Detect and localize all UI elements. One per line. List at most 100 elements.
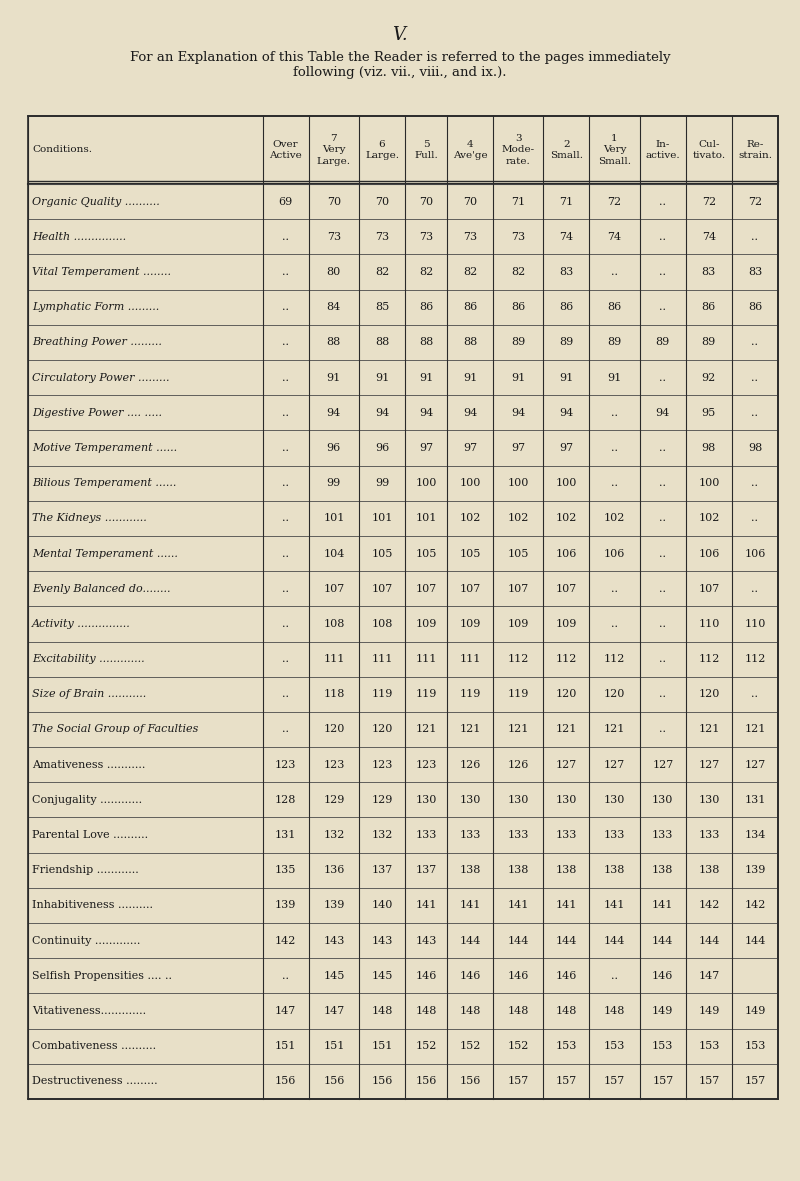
Text: Bilious Temperament ......: Bilious Temperament ...... [32, 478, 176, 488]
Text: 102: 102 [604, 514, 626, 523]
Text: Vital Temperament ........: Vital Temperament ........ [32, 267, 171, 278]
Text: ..: .. [282, 302, 289, 312]
Text: 72: 72 [748, 196, 762, 207]
Text: 146: 146 [556, 971, 577, 981]
Text: 157: 157 [698, 1076, 719, 1087]
Text: 109: 109 [459, 619, 481, 629]
Text: 149: 149 [652, 1006, 674, 1016]
Text: 99: 99 [326, 478, 341, 488]
Text: 94: 94 [375, 407, 389, 418]
Text: 152: 152 [415, 1042, 437, 1051]
Text: Continuity .............: Continuity ............. [32, 935, 140, 946]
Text: 4
Ave'ge: 4 Ave'ge [453, 141, 487, 161]
Text: 130: 130 [507, 795, 529, 805]
Text: ..: .. [282, 548, 289, 559]
Bar [28, 116, 778, 1100]
Text: 153: 153 [744, 1042, 766, 1051]
Text: 152: 152 [459, 1042, 481, 1051]
Text: 136: 136 [323, 866, 345, 875]
Text: 134: 134 [744, 830, 766, 840]
Text: 112: 112 [507, 654, 529, 664]
Text: ..: .. [659, 231, 666, 242]
Text: Mental Temperament ......: Mental Temperament ...... [32, 548, 178, 559]
Text: ..: .. [282, 619, 289, 629]
Text: 86: 86 [748, 302, 762, 312]
Text: 89: 89 [656, 338, 670, 347]
Text: 100: 100 [415, 478, 437, 488]
Text: 5
Full.: 5 Full. [414, 141, 438, 161]
Text: 130: 130 [556, 795, 577, 805]
Text: 133: 133 [652, 830, 674, 840]
Text: 84: 84 [326, 302, 341, 312]
Text: 139: 139 [275, 900, 296, 911]
Text: Inhabitiveness ..........: Inhabitiveness .......... [32, 900, 153, 911]
Text: 142: 142 [744, 900, 766, 911]
Text: 157: 157 [744, 1076, 766, 1087]
Text: ..: .. [751, 690, 758, 699]
Text: 86: 86 [419, 302, 433, 312]
Text: 86: 86 [702, 302, 716, 312]
Text: 133: 133 [459, 830, 481, 840]
Text: 100: 100 [556, 478, 577, 488]
Text: 144: 144 [507, 935, 529, 946]
Text: 112: 112 [744, 654, 766, 664]
Text: 74: 74 [702, 231, 716, 242]
Text: 82: 82 [375, 267, 389, 278]
Text: 107: 107 [459, 583, 481, 594]
Text: 139: 139 [744, 866, 766, 875]
Text: 88: 88 [463, 338, 477, 347]
Text: 86: 86 [463, 302, 477, 312]
Text: 126: 126 [459, 759, 481, 770]
Text: 148: 148 [604, 1006, 626, 1016]
Text: 89: 89 [511, 338, 526, 347]
Text: 151: 151 [323, 1042, 345, 1051]
Text: 130: 130 [459, 795, 481, 805]
Text: 143: 143 [371, 935, 393, 946]
Text: 97: 97 [511, 443, 526, 454]
Text: 102: 102 [459, 514, 481, 523]
Text: 89: 89 [702, 338, 716, 347]
Text: ..: .. [659, 302, 666, 312]
Text: ..: .. [611, 583, 618, 594]
Text: ..: .. [611, 443, 618, 454]
Text: 109: 109 [415, 619, 437, 629]
Text: 119: 119 [507, 690, 529, 699]
Text: 91: 91 [326, 372, 341, 383]
Text: ..: .. [751, 583, 758, 594]
Text: ..: .. [659, 690, 666, 699]
Text: 156: 156 [415, 1076, 437, 1087]
Text: 108: 108 [371, 619, 393, 629]
Text: 110: 110 [744, 619, 766, 629]
Text: 138: 138 [459, 866, 481, 875]
Text: 83: 83 [748, 267, 762, 278]
Text: 108: 108 [323, 619, 345, 629]
Text: 121: 121 [507, 724, 529, 735]
Text: 100: 100 [459, 478, 481, 488]
Text: 89: 89 [607, 338, 622, 347]
Text: ..: .. [611, 478, 618, 488]
Text: 82: 82 [511, 267, 526, 278]
Text: 147: 147 [275, 1006, 296, 1016]
Text: 91: 91 [559, 372, 574, 383]
Text: 96: 96 [326, 443, 341, 454]
Text: 88: 88 [326, 338, 341, 347]
Text: 121: 121 [698, 724, 719, 735]
Text: 91: 91 [463, 372, 477, 383]
Text: 153: 153 [556, 1042, 577, 1051]
Text: 141: 141 [459, 900, 481, 911]
Text: 88: 88 [375, 338, 389, 347]
Text: 149: 149 [744, 1006, 766, 1016]
Text: 70: 70 [419, 196, 433, 207]
Text: 147: 147 [698, 971, 719, 981]
Text: 133: 133 [415, 830, 437, 840]
Text: 133: 133 [556, 830, 577, 840]
Text: 7
Very
Large.: 7 Very Large. [317, 135, 351, 165]
Text: 133: 133 [698, 830, 719, 840]
Text: 133: 133 [604, 830, 626, 840]
Text: Excitability .............: Excitability ............. [32, 654, 145, 664]
Text: 138: 138 [652, 866, 674, 875]
Text: 71: 71 [559, 196, 574, 207]
Text: 107: 107 [507, 583, 529, 594]
Text: Destructiveness .........: Destructiveness ......... [32, 1076, 158, 1087]
Text: 100: 100 [698, 478, 719, 488]
